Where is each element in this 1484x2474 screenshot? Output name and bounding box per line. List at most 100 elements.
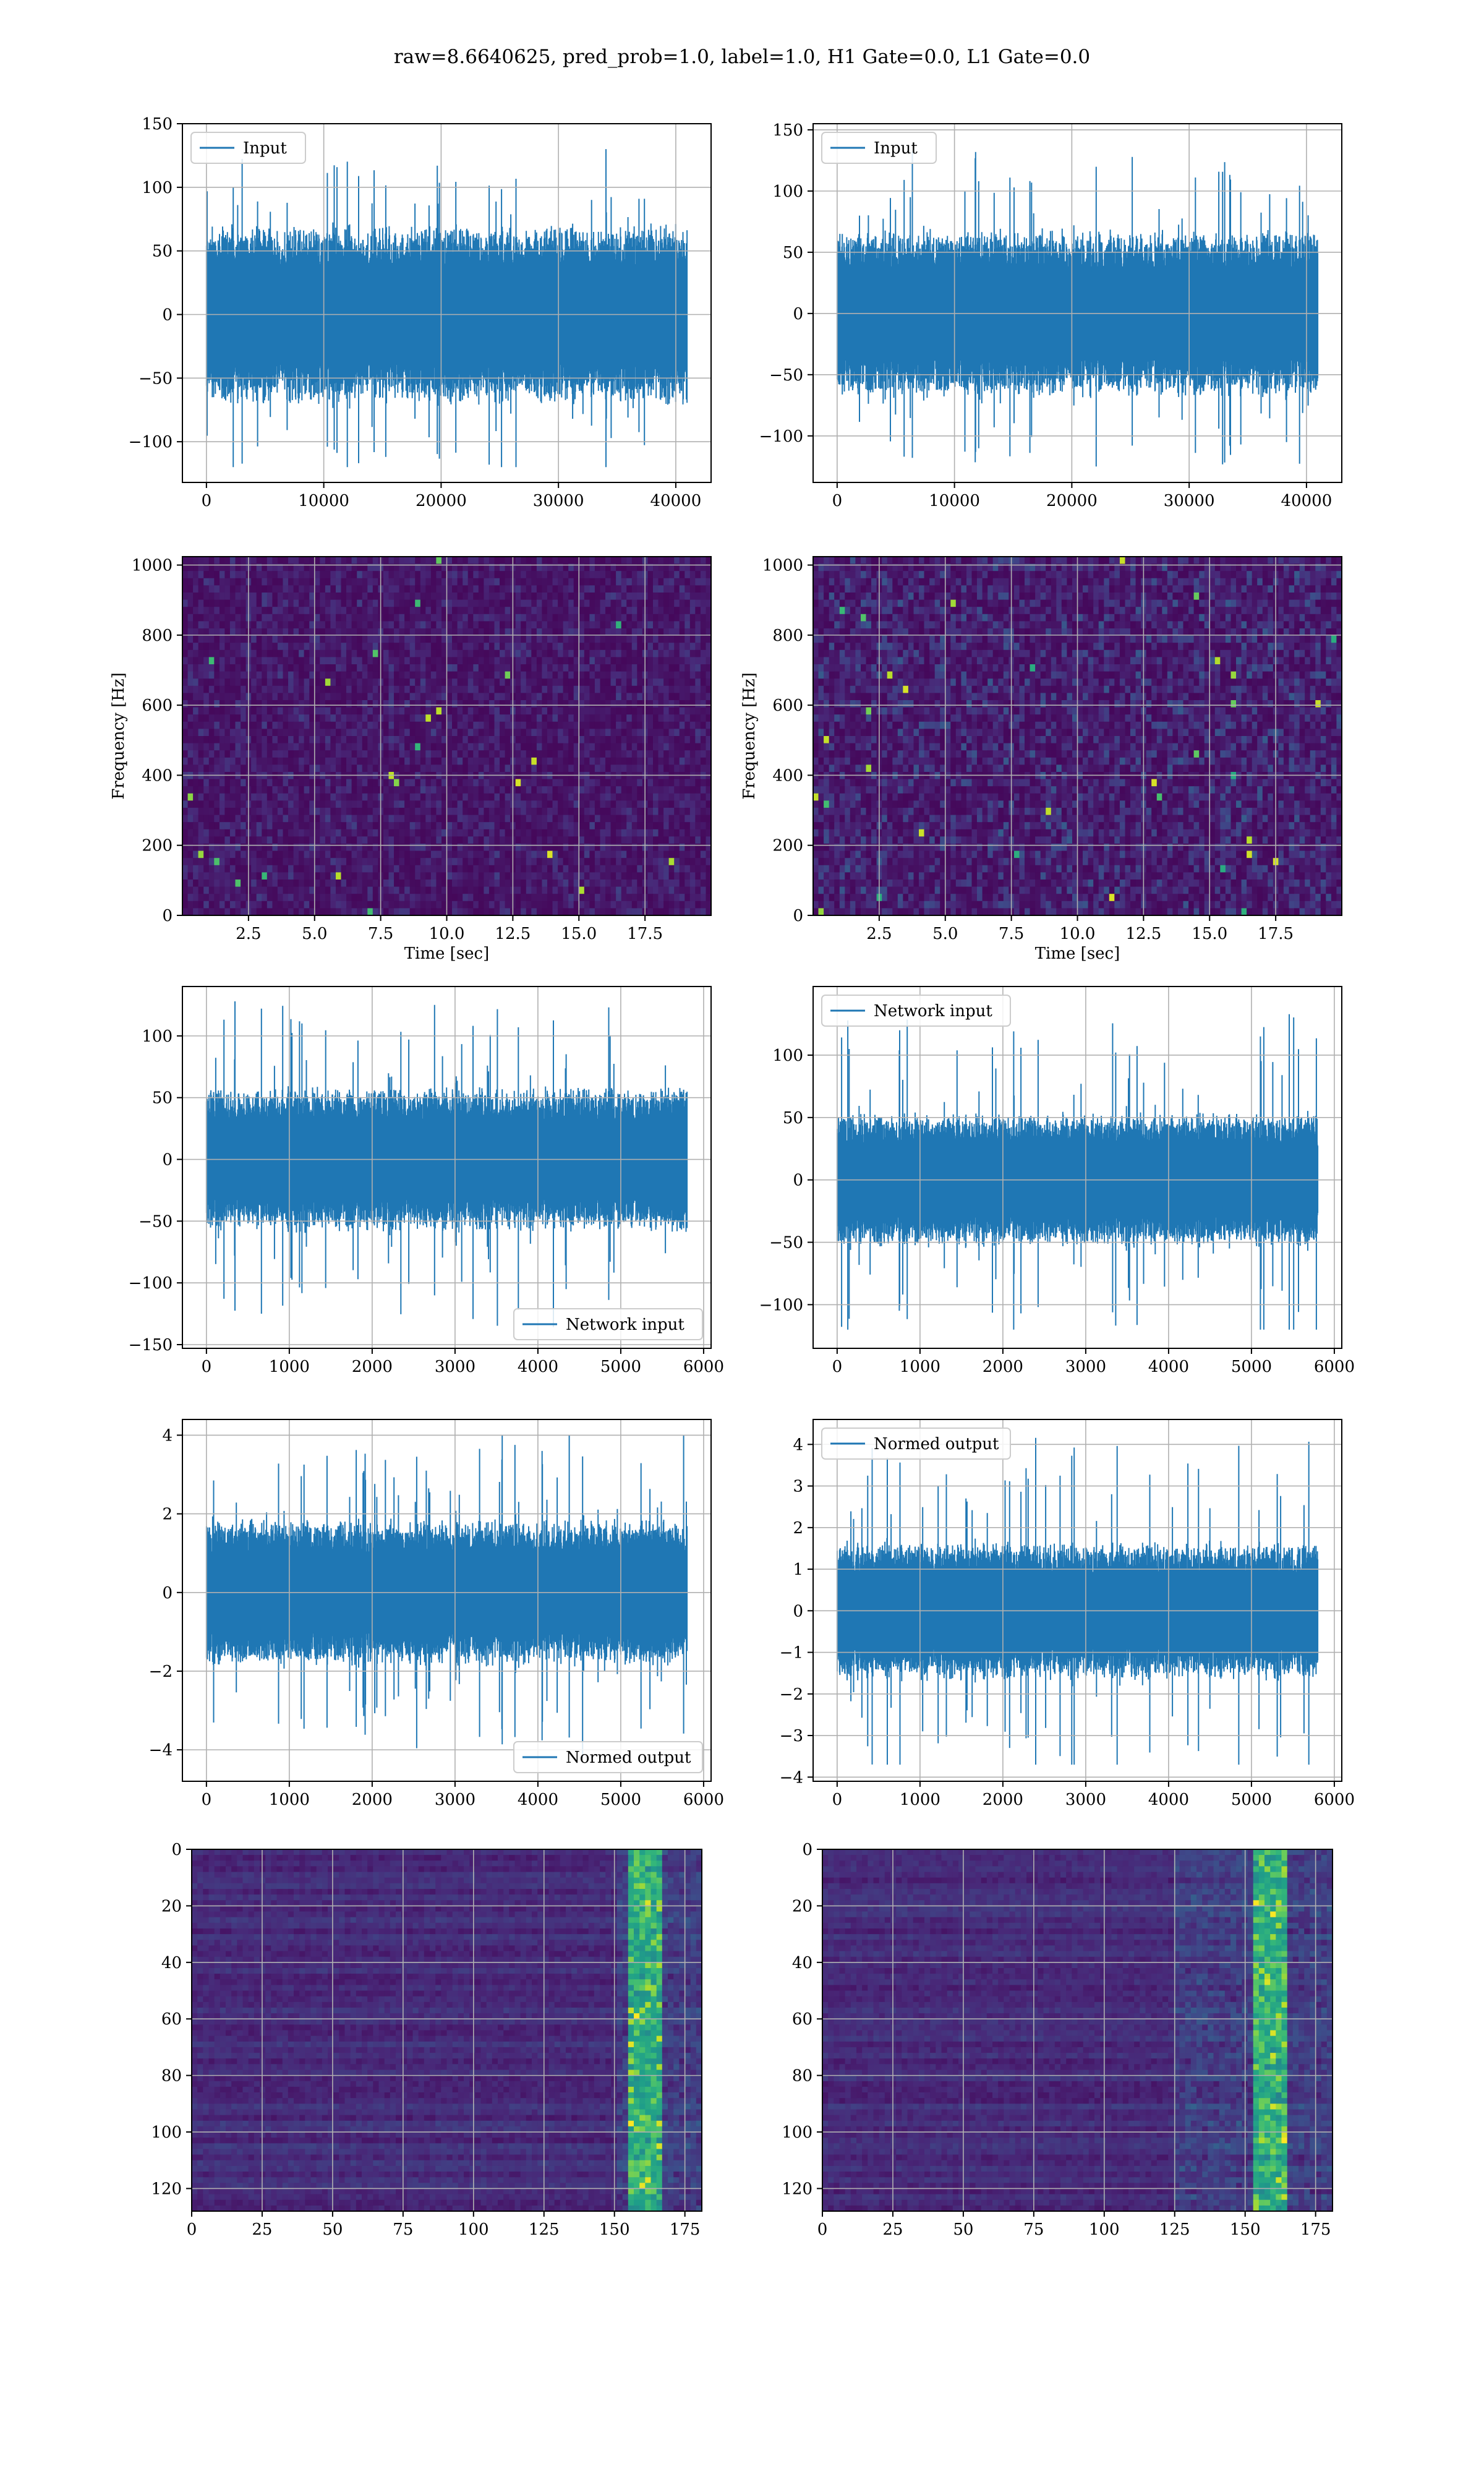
x-tick-label: 5000	[600, 1791, 641, 1809]
chart-row5-left: 0 25 50 75 100 125 150 175 0 20 40 60 80 100 120	[151, 1841, 702, 2239]
x-tick-label: 0	[832, 492, 843, 510]
x-tick-label: 175	[670, 2220, 701, 2239]
x-tick-label: 7.5	[999, 925, 1024, 943]
y-tick-label: 60	[161, 2010, 182, 2029]
x-tick-label: 150	[599, 2220, 630, 2239]
chart-row4-left: 0 1000 2000 3000 4000 5000 6000 −4 −2 0 2 4 Normed o…	[149, 1419, 724, 1809]
x-tick-label: 20000	[1046, 492, 1098, 510]
x-tick-label: 1000	[269, 1358, 310, 1376]
x-tick-label: 20000	[416, 492, 467, 510]
legend-box	[821, 995, 1011, 1027]
x-tick-label: 12.5	[495, 925, 531, 943]
y-tick-label: −50	[769, 366, 803, 385]
y-tick-label: 0	[162, 1151, 173, 1170]
series-line	[205, 149, 688, 468]
y-tick-label: 0	[162, 1584, 173, 1603]
legend: Input	[821, 132, 937, 164]
y-tick-label: 0	[162, 306, 173, 325]
chart-row3-right: 0 1000 2000 3000 4000 5000 6000 −100 −50 0 50 100 Ne…	[759, 986, 1355, 1376]
y-tick-label: 0	[793, 1602, 803, 1620]
y-tick-label: −150	[129, 1336, 173, 1355]
legend-label: Normed output	[566, 1748, 691, 1767]
legend-box	[513, 1741, 703, 1773]
y-tick-label: 100	[782, 2123, 812, 2142]
axes-frame	[812, 986, 1342, 1349]
x-tick-label: 30000	[533, 492, 584, 510]
x-tick-label: 40000	[650, 492, 702, 510]
x-tick-label: 25	[252, 2220, 272, 2239]
x-tick-label: 10000	[929, 492, 980, 510]
axes-frame	[812, 123, 1342, 483]
y-tick-label: 0	[171, 1841, 182, 1859]
x-tick-label: 4000	[518, 1791, 558, 1809]
series-line	[836, 1437, 1319, 1765]
y-tick-label: −4	[780, 1768, 803, 1787]
y-tick-label: −50	[139, 1212, 173, 1231]
x-tick-label: 7.5	[368, 925, 393, 943]
legend: Normed output	[513, 1741, 703, 1773]
y-tick-label: 80	[161, 2067, 182, 2086]
x-tick-label: 15.0	[1192, 925, 1227, 943]
series-line	[205, 1001, 688, 1327]
y-axis-label: Frequency [Hz]	[109, 672, 128, 800]
legend-label: Input	[243, 139, 287, 158]
x-tick-label: 0	[832, 1358, 843, 1376]
axes-frame	[182, 123, 712, 483]
x-tick-label: 75	[1023, 2220, 1044, 2239]
y-tick-label: 60	[792, 2010, 812, 2029]
y-tick-label: 50	[783, 1109, 803, 1128]
legend-label: Normed output	[874, 1435, 999, 1453]
y-tick-label: 200	[772, 837, 803, 855]
legend: Input	[190, 132, 306, 164]
axes-frame	[191, 1849, 702, 2212]
y-tick-label: 400	[142, 766, 173, 785]
y-tick-label: −100	[129, 433, 173, 452]
x-tick-label: 5000	[600, 1358, 641, 1376]
y-tick-label: −100	[759, 427, 803, 446]
y-tick-label: 40	[161, 1954, 182, 1972]
y-tick-label: −4	[149, 1741, 173, 1760]
legend-box	[190, 132, 306, 164]
y-tick-label: 4	[793, 1436, 803, 1454]
y-tick-label: 2	[793, 1519, 803, 1538]
x-tick-label: 2000	[983, 1791, 1023, 1809]
y-tick-label: 1000	[762, 557, 803, 575]
y-tick-label: 0	[793, 305, 803, 323]
x-tick-label: 2.5	[866, 925, 892, 943]
series-line	[205, 1435, 688, 1758]
y-tick-label: 100	[142, 179, 173, 197]
y-tick-label: 100	[142, 1027, 173, 1046]
y-tick-label: 2	[162, 1505, 173, 1524]
x-tick-label: 0	[832, 1791, 843, 1809]
y-tick-label: −100	[129, 1274, 173, 1293]
x-tick-label: 17.5	[627, 925, 663, 943]
axes-frame	[182, 986, 712, 1349]
x-tick-label: 0	[202, 492, 212, 510]
x-tick-label: 2000	[983, 1358, 1023, 1376]
series-row1-left	[205, 149, 688, 468]
y-tick-label: −2	[780, 1685, 803, 1704]
y-tick-label: 800	[772, 627, 803, 645]
x-tick-label: 50	[953, 2220, 973, 2239]
y-tick-label: 50	[152, 242, 173, 261]
x-tick-label: 1000	[900, 1358, 940, 1376]
y-tick-label: 20	[161, 1897, 182, 1915]
x-tick-label: 2000	[352, 1791, 393, 1809]
y-tick-label: 0	[802, 1841, 812, 1859]
chart-row3-left: 0 1000 2000 3000 4000 5000 6000 −150 −100 −50 0 50 1…	[129, 986, 724, 1376]
x-tick-label: 4000	[1148, 1791, 1189, 1809]
y-axis-label: Frequency [Hz]	[740, 672, 759, 800]
y-tick-label: 100	[772, 182, 803, 201]
x-tick-label: 30000	[1164, 492, 1215, 510]
legend-box	[821, 1427, 1011, 1460]
y-tick-label: 3	[793, 1478, 803, 1496]
x-tick-label: 0	[187, 2220, 197, 2239]
x-tick-label: 4000	[518, 1358, 558, 1376]
y-tick-label: 400	[772, 766, 803, 785]
y-tick-label: 0	[162, 907, 173, 925]
y-tick-label: −2	[149, 1663, 173, 1681]
x-tick-label: 125	[1159, 2220, 1190, 2239]
x-tick-label: 2.5	[236, 925, 261, 943]
y-tick-label: 800	[142, 627, 173, 645]
